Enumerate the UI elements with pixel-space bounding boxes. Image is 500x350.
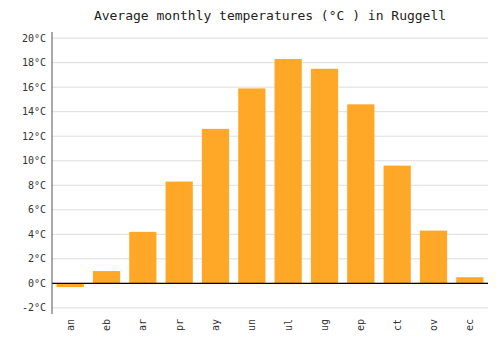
grid-line [52, 111, 488, 112]
y-axis-line [52, 32, 53, 314]
title: Average monthly temperatures (°C ) in Ru… [94, 8, 446, 23]
bar [384, 166, 411, 284]
y-tick-label: 2°C [28, 253, 46, 264]
bar [93, 271, 120, 283]
x-tick-label: ug [319, 319, 330, 331]
grid-line [52, 87, 488, 88]
y-tick-label: 4°C [28, 229, 46, 240]
x-tick-label: ec [464, 319, 475, 331]
bars [57, 59, 484, 287]
grid-line [52, 185, 488, 186]
x-tick-label: ct [392, 319, 403, 331]
bar [129, 232, 156, 283]
y-tick-label: 14°C [22, 106, 46, 117]
y-tick-label: 12°C [22, 131, 46, 142]
y-tick-label: 8°C [28, 180, 46, 191]
chart-container: -2°C 0°C 2°C 4°C 6°C 8°C 10°C 12°C 14°C 16°C 18°C 2… [0, 0, 500, 350]
bar [347, 104, 374, 283]
grid-line [52, 307, 488, 308]
grid-line [52, 136, 488, 137]
bar [311, 69, 338, 284]
bar [456, 277, 483, 283]
y-tick-label: 18°C [22, 57, 46, 68]
y-tick-label: 20°C [22, 33, 46, 44]
grid-line [52, 160, 488, 161]
x-tick-label: ov [428, 319, 439, 331]
y-tick-label: 6°C [28, 204, 46, 215]
x-tick-label: un [246, 319, 257, 331]
zero-line [52, 283, 488, 284]
grid-line [52, 38, 488, 39]
bar [238, 88, 265, 283]
x-tick-label: ep [355, 319, 366, 331]
bar [202, 129, 229, 283]
y-tick-label: 0°C [28, 278, 46, 289]
x-tick-label: an [65, 319, 76, 331]
grid-line [52, 62, 488, 63]
bar [166, 182, 193, 284]
x-tick-label: ul [283, 319, 294, 331]
y-tick-label: -2°C [22, 302, 46, 313]
grid-line [52, 209, 488, 210]
y-tick-label: 10°C [22, 155, 46, 166]
x-tick-label: pr [174, 319, 185, 331]
chart: -2°C 0°C 2°C 4°C 6°C 8°C 10°C 12°C 14°C 16°C 18°C 2… [0, 0, 500, 350]
x-tick-label: ay [210, 319, 221, 331]
y-tick-label: 16°C [22, 82, 46, 93]
x-tick-label: ar [137, 319, 148, 331]
x-tick-label: eb [101, 319, 112, 331]
grid [52, 38, 488, 308]
grid-line [52, 283, 488, 284]
bar [275, 59, 302, 283]
bar [420, 231, 447, 284]
